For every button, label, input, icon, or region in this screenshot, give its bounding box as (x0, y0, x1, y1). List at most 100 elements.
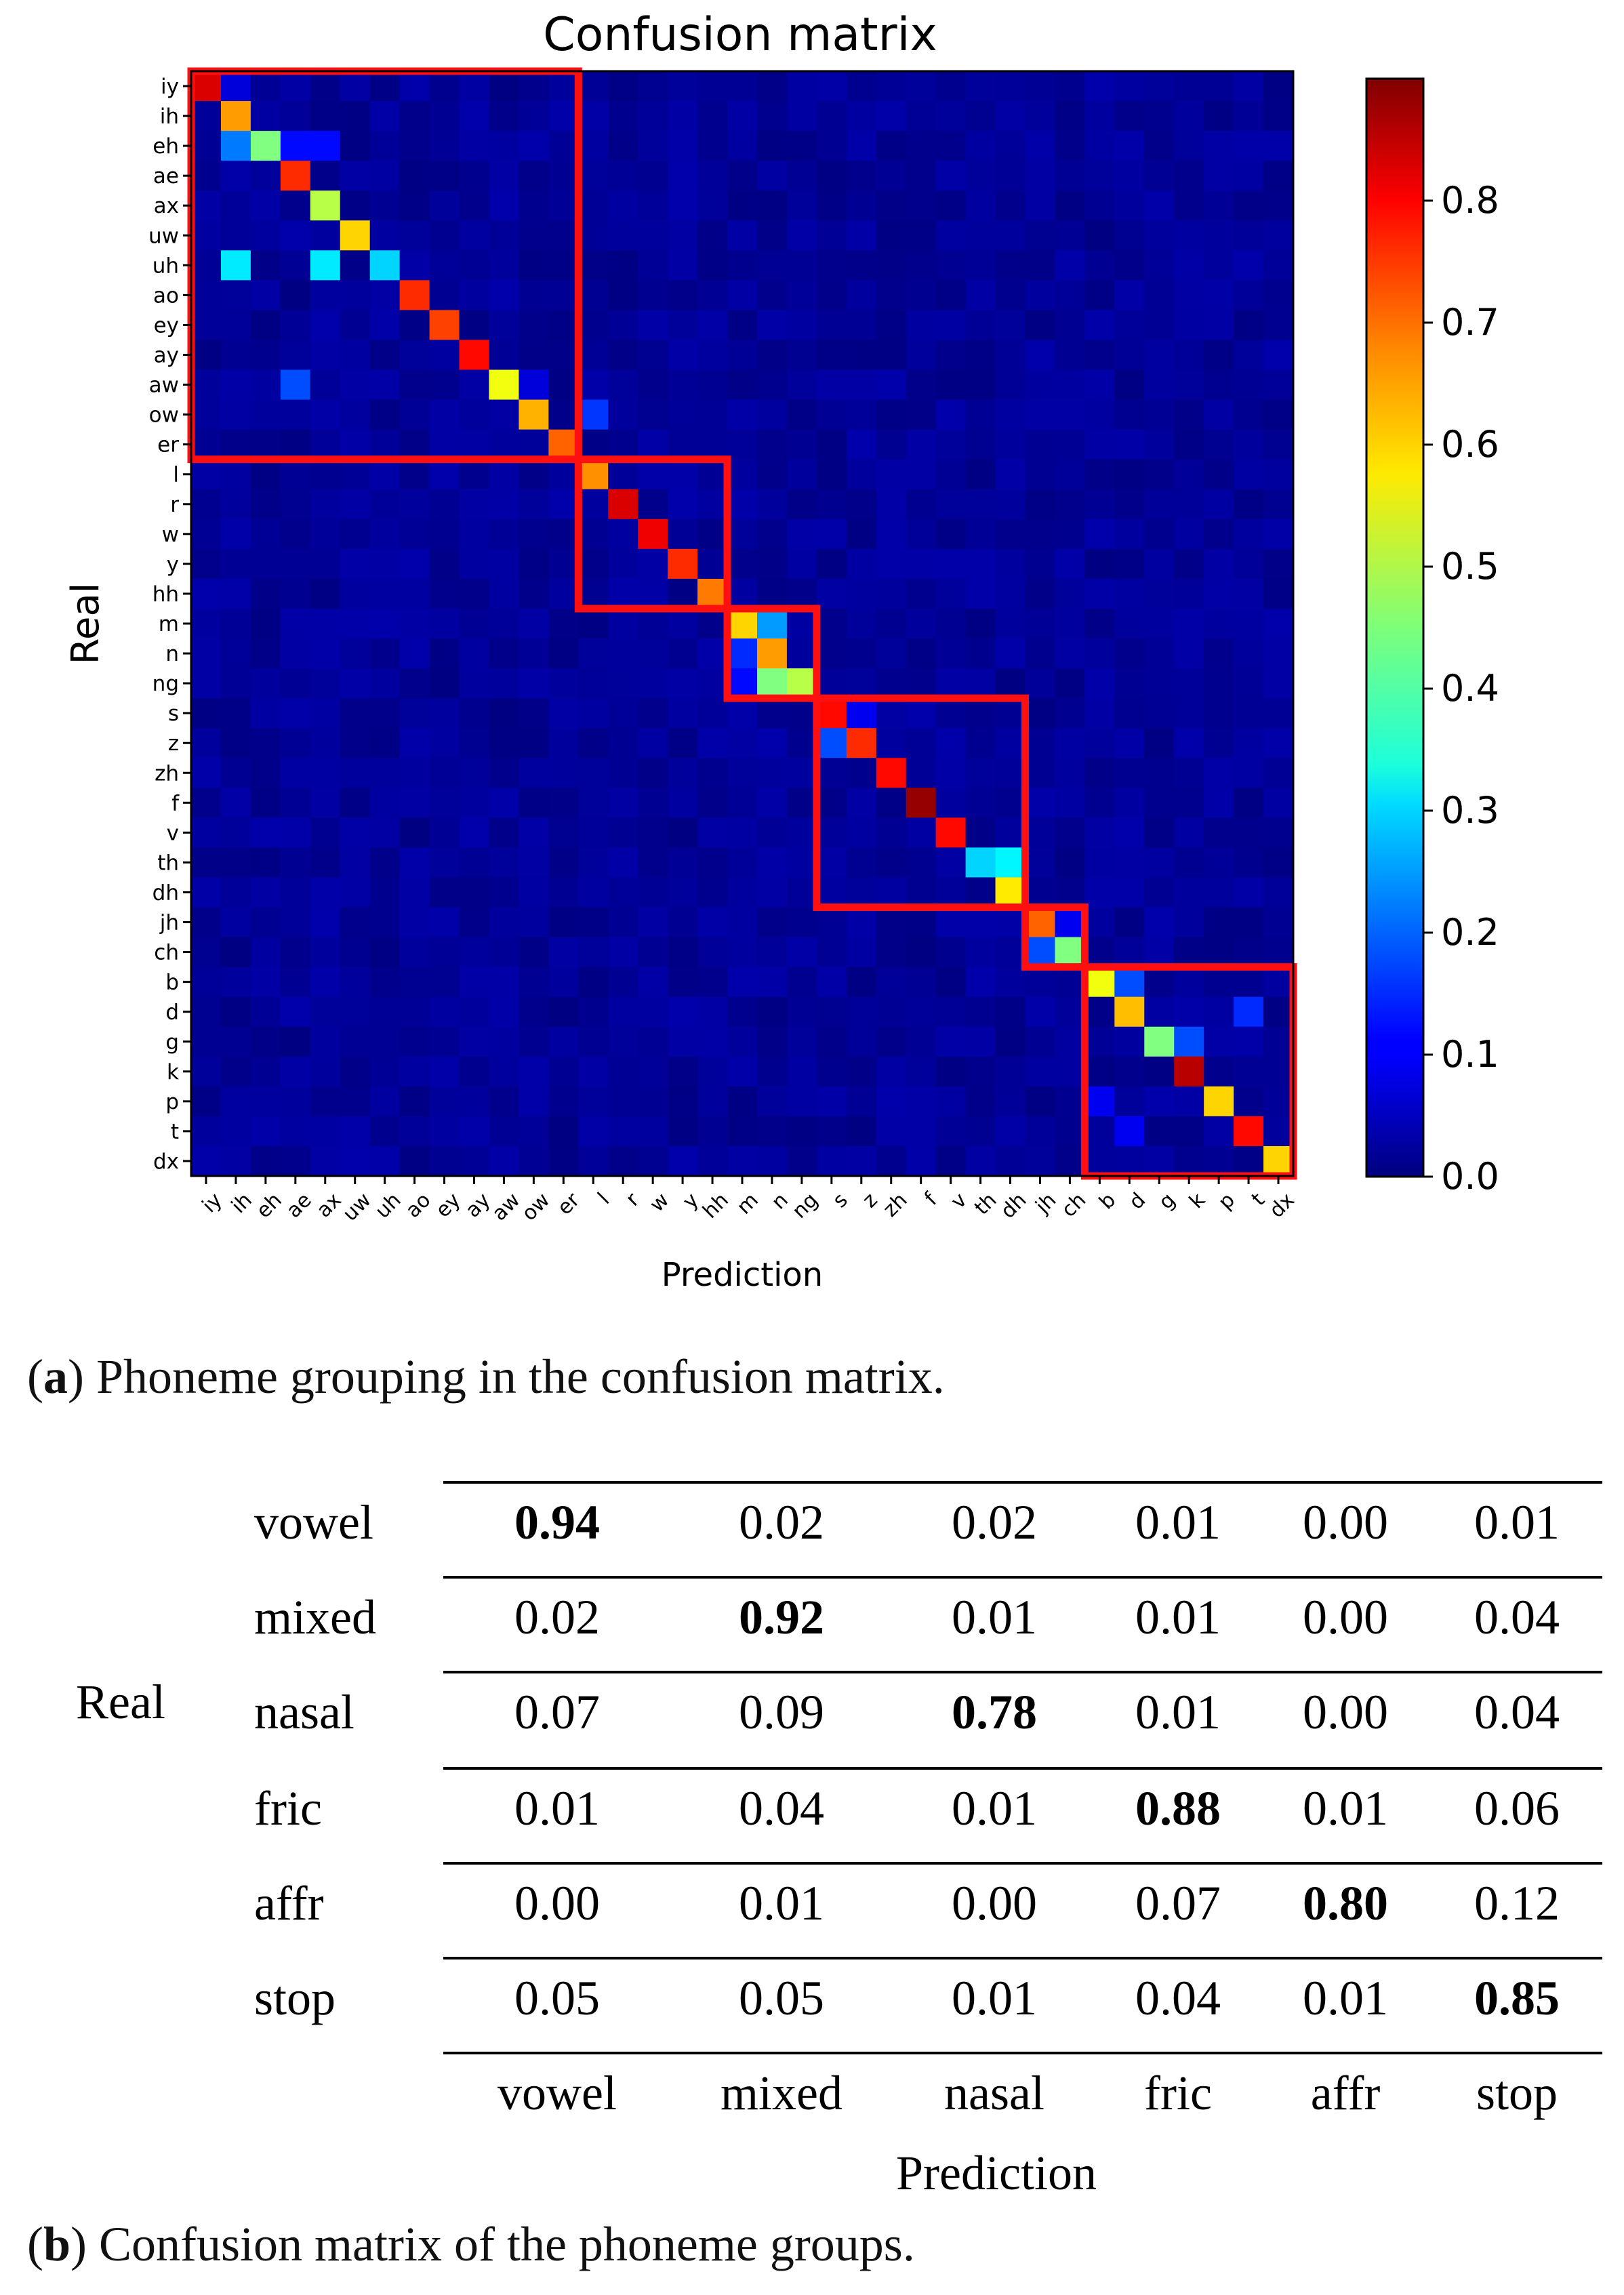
heatmap-cell-t-iy (191, 1116, 222, 1147)
heatmap-cell-aw-uw (340, 369, 371, 401)
heatmap-cell-w-l (578, 519, 609, 550)
heatmap-cell-uw-d (1114, 220, 1145, 251)
heatmap-cell-ey-ao (399, 310, 430, 341)
heatmap-cell-jh-p (1204, 907, 1234, 938)
heatmap-cell-eh-ay (459, 131, 490, 161)
heatmap-cell-f-v (935, 788, 967, 818)
heatmap-cell-dh-eh (250, 877, 281, 908)
heatmap-cell-ay-y (668, 340, 698, 371)
x-tick-label-ax: ax (312, 1188, 346, 1222)
heatmap-cell-aw-t (1234, 369, 1264, 401)
heatmap-cell-s-r (608, 698, 638, 729)
table-cell-vowel-mixed: 0.02 (739, 1495, 824, 1549)
y-tick-labels: iyihehaeaxuwuhaoeyayawowerlrwyhhmnngszzh… (148, 75, 191, 1174)
heatmap-cell-d-jh (1025, 996, 1056, 1028)
heatmap-cells (191, 71, 1294, 1177)
heatmap-cell-w-r (608, 519, 638, 550)
heatmap-cell-r-k (1174, 489, 1204, 520)
heatmap-cell-k-eh (250, 1056, 281, 1087)
heatmap-cell-dx-b (1084, 1145, 1115, 1177)
heatmap-cell-s-ch (1055, 698, 1085, 729)
heatmap-cell-ng-p (1204, 668, 1234, 699)
heatmap-cell-er-ng (786, 429, 817, 460)
heatmap-cell-ae-ay (459, 161, 490, 191)
heatmap-cell-r-f (906, 489, 937, 520)
table-col-label-nasal: nasal (944, 2066, 1044, 2120)
y-tick-label-t: t (171, 1120, 179, 1144)
heatmap-cell-aw-dx (1263, 369, 1294, 401)
heatmap-cell-y-hh (697, 548, 728, 580)
heatmap-cell-r-p (1204, 489, 1234, 520)
heatmap-cell-ey-y (668, 310, 698, 341)
heatmap-cell-ih-ch (1055, 101, 1085, 131)
heatmap-cell-ow-k (1174, 399, 1204, 430)
heatmap-cell-ax-aw (489, 190, 520, 221)
heatmap-cell-jh-th (965, 907, 996, 938)
x-tick-label-zh: zh (878, 1188, 912, 1221)
heatmap-cell-ng-ow (519, 668, 549, 699)
heatmap-cell-m-ey (429, 608, 460, 639)
heatmap-cell-ey-ow (519, 310, 549, 341)
y-axis-label: Real (64, 583, 108, 665)
heatmap-cell-ax-n (756, 190, 788, 221)
heatmap-cell-zh-ch (1055, 758, 1085, 788)
heatmap-cell-er-uw (340, 429, 371, 460)
heatmap-cell-jh-aw (489, 907, 520, 938)
table-row-label-nasal: nasal (254, 1685, 354, 1739)
heatmap-cell-eh-ih (220, 131, 251, 161)
heatmap-cell-jh-eh (250, 907, 281, 938)
heatmap-cell-aw-zh (876, 369, 907, 401)
heatmap-cell-iy-w (638, 71, 668, 102)
group-confusion-table: Real Prediction vowel 0.94 0.02 0.02 0.01 0.0… (0, 1464, 1624, 2197)
heatmap-cell-ch-k (1174, 937, 1204, 968)
heatmap-cell-g-s (816, 1026, 847, 1057)
x-tick-label-jh: jh (1031, 1188, 1061, 1219)
heatmap-cell-n-n (756, 638, 788, 669)
heatmap-cell-zh-t (1234, 758, 1264, 788)
x-tick-label-l: l (594, 1188, 615, 1209)
heatmap-cell-m-d (1114, 608, 1145, 639)
heatmap-cell-uw-ih (220, 220, 251, 251)
heatmap-cell-er-er (548, 429, 579, 460)
heatmap-cell-ax-ih (220, 190, 251, 221)
y-tick-label-ch: ch (154, 941, 179, 965)
heatmap-cell-b-zh (876, 967, 907, 998)
heatmap-cell-ey-w (638, 310, 668, 341)
heatmap-cell-d-l (578, 996, 609, 1028)
heatmap-cell-s-th (965, 698, 996, 729)
heatmap-cell-uh-ax (310, 250, 341, 281)
heatmap-cell-hh-er (548, 578, 579, 609)
heatmap-cell-ow-g (1144, 399, 1175, 430)
heatmap-cell-dh-uh (369, 877, 401, 908)
y-tick-label-y: y (167, 552, 179, 577)
heatmap-cell-w-ih (220, 519, 251, 550)
heatmap-cell-d-n (756, 996, 788, 1028)
heatmap-cell-p-dx (1263, 1086, 1294, 1117)
heatmap-cell-b-t (1234, 967, 1264, 998)
heatmap-cell-eh-g (1144, 131, 1175, 161)
heatmap-cell-aw-g (1144, 369, 1175, 401)
heatmap-cell-d-d (1114, 996, 1145, 1028)
heatmap-cell-dx-uw (340, 1145, 371, 1177)
heatmap-cell-dh-jh (1025, 877, 1056, 908)
heatmap-cell-g-aw (489, 1026, 520, 1057)
heatmap-cell-l-z (846, 459, 877, 490)
heatmap-cell-b-ng (786, 967, 817, 998)
heatmap-cell-dx-iy (191, 1145, 222, 1177)
heatmap-cell-k-ow (519, 1056, 549, 1087)
heatmap-cell-n-r (608, 638, 638, 669)
heatmap-cell-ng-d (1114, 668, 1145, 699)
heatmap-cell-d-hh (697, 996, 728, 1028)
heatmap-cell-ax-ay (459, 190, 490, 221)
heatmap-cell-y-ch (1055, 548, 1085, 580)
heatmap-cell-p-y (668, 1086, 698, 1117)
x-tick-label-ch: ch (1057, 1188, 1091, 1222)
heatmap-cell-b-l (578, 967, 609, 998)
heatmap-cell-f-d (1114, 788, 1145, 818)
heatmap-cell-ey-d (1114, 310, 1145, 341)
heatmap-cell-n-y (668, 638, 698, 669)
heatmap-cell-ax-ey (429, 190, 460, 221)
heatmap-cell-iy-jh (1025, 71, 1056, 102)
heatmap-cell-hh-ow (519, 578, 549, 609)
heatmap-cell-w-f (906, 519, 937, 550)
